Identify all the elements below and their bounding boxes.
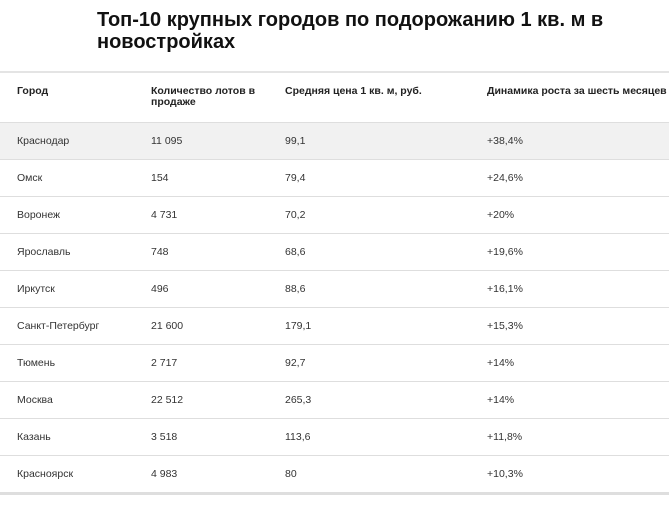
cell-growth: +10,3% bbox=[487, 468, 523, 480]
table-row: Казань 3 518 113,6 +11,8% bbox=[0, 419, 669, 456]
cell-growth: +14% bbox=[487, 357, 515, 369]
cell-lots: 3 518 bbox=[151, 431, 178, 443]
cell-price: 80 bbox=[285, 468, 297, 480]
table-row: Ярославль 748 68,6 +19,6% bbox=[0, 234, 669, 271]
cell-lots: 496 bbox=[151, 283, 169, 295]
cell-lots: 4 983 bbox=[151, 468, 178, 480]
cell-growth: +16,1% bbox=[487, 283, 523, 295]
cell-price: 265,3 bbox=[285, 394, 312, 406]
header-price: Средняя цена 1 кв. м, руб. bbox=[285, 85, 422, 97]
header-growth: Динамика роста за шесть месяцев bbox=[487, 85, 667, 97]
cell-lots: 21 600 bbox=[151, 320, 184, 332]
cell-lots: 22 512 bbox=[151, 394, 184, 406]
header-lots: Количество лотов в продаже bbox=[151, 85, 256, 108]
cell-city: Ярославль bbox=[17, 246, 71, 258]
cell-price: 179,1 bbox=[285, 320, 312, 332]
cell-price: 92,7 bbox=[285, 357, 306, 369]
cell-lots: 748 bbox=[151, 246, 169, 258]
cell-city: Воронеж bbox=[17, 209, 61, 221]
table-row: Омск 154 79,4 +24,6% bbox=[0, 160, 669, 197]
cell-lots: 2 717 bbox=[151, 357, 178, 369]
cell-city: Тюмень bbox=[17, 357, 56, 369]
cell-lots: 154 bbox=[151, 172, 169, 184]
cell-city: Краснодар bbox=[17, 135, 70, 147]
cell-lots: 11 095 bbox=[151, 135, 183, 147]
cell-growth: +15,3% bbox=[487, 320, 523, 332]
cell-growth: +38,4% bbox=[487, 135, 523, 147]
cell-price: 88,6 bbox=[285, 283, 306, 295]
cities-table: Город Количество лотов в продаже Средняя… bbox=[0, 71, 669, 495]
cell-growth: +11,8% bbox=[487, 431, 523, 443]
cell-lots: 4 731 bbox=[151, 209, 178, 221]
page-title: Топ-10 крупных городов по подорожанию 1 … bbox=[97, 9, 604, 53]
cell-growth: +20% bbox=[487, 209, 515, 221]
table-row: Иркутск 496 88,6 +16,1% bbox=[0, 271, 669, 308]
cell-growth: +19,6% bbox=[487, 246, 523, 258]
cell-city: Казань bbox=[17, 431, 51, 443]
cell-city: Красноярск bbox=[17, 468, 74, 480]
cell-city: Москва bbox=[17, 394, 53, 406]
cell-city: Санкт-Петербург bbox=[17, 320, 100, 332]
cell-growth: +24,6% bbox=[487, 172, 523, 184]
cell-city: Омск bbox=[17, 172, 43, 184]
table-row: Москва 22 512 265,3 +14% bbox=[0, 382, 669, 419]
cell-growth: +14% bbox=[487, 394, 515, 406]
cell-city: Иркутск bbox=[17, 283, 55, 295]
table-header: Город Количество лотов в продаже Средняя… bbox=[0, 73, 669, 123]
table-row: Тюмень 2 717 92,7 +14% bbox=[0, 345, 669, 382]
table-row: Красноярск 4 983 80 +10,3% bbox=[0, 456, 669, 495]
table-row: Санкт-Петербург 21 600 179,1 +15,3% bbox=[0, 308, 669, 345]
header-city: Город bbox=[17, 85, 49, 97]
cell-price: 70,2 bbox=[285, 209, 306, 221]
cell-price: 113,6 bbox=[285, 431, 311, 443]
cell-price: 99,1 bbox=[285, 135, 306, 147]
table-row: Краснодар 11 095 99,1 +38,4% bbox=[0, 123, 669, 160]
table-row: Воронеж 4 731 70,2 +20% bbox=[0, 197, 669, 234]
cell-price: 68,6 bbox=[285, 246, 306, 258]
cell-price: 79,4 bbox=[285, 172, 306, 184]
